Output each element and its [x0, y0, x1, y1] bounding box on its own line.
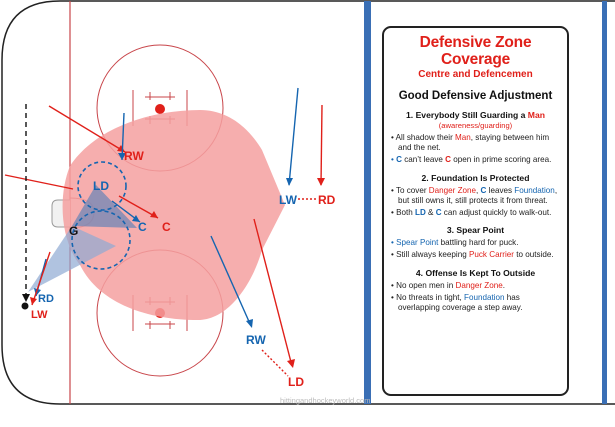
c-coverage-circle — [71, 210, 131, 270]
label-lw-blue: LW — [279, 193, 298, 207]
section-1-bullet-1: • All shadow their Man, staying between … — [391, 133, 560, 153]
section-2-bullet-2: • Both LD & C can adjust quickly to walk… — [391, 208, 560, 218]
bullet-highlight: Foundation — [464, 292, 505, 302]
rw-red-feed — [4, 174, 74, 190]
label-rd-red: RD — [318, 193, 336, 207]
panel-subtitle: Centre and Defencemen — [418, 69, 533, 80]
section-1-title: 1. Everybody Still Guarding a Man — [391, 110, 560, 121]
label-lw-red: LW — [31, 309, 48, 321]
section-3-bullet-1: • Spear Point battling hard for puck. — [391, 238, 560, 248]
bullet-text: leaves — [486, 185, 515, 195]
bullet-text: battling hard for puck. — [438, 238, 519, 248]
bullet-dot: • — [391, 292, 397, 302]
coverage-notes-panel: Defensive Zone Coverage Centre and Defen… — [382, 26, 569, 396]
bullet-text: No threats in tight, — [396, 292, 465, 302]
puck — [21, 302, 29, 310]
panel-heading: Good Defensive Adjustment — [398, 90, 553, 102]
rd-red-arrow — [320, 104, 323, 186]
spear-point-wedge — [72, 185, 137, 228]
bullet-text: Still always keeping — [396, 250, 469, 260]
bullet-highlight: LD — [415, 208, 426, 218]
rink-boards — [1, 0, 615, 405]
label-goalie: G — [69, 224, 78, 238]
section-1-note: (awareness/guarding) — [438, 121, 513, 130]
bullet-text: & — [425, 208, 436, 218]
label-c-red: C — [162, 220, 171, 234]
label-rd-blue: RD — [38, 293, 54, 305]
bullet-text: open in prime scoring area. — [451, 155, 552, 165]
rw-red-arrow — [48, 105, 126, 153]
label-c-blue: C — [138, 220, 147, 234]
lw-red-arrow — [31, 251, 51, 306]
section-4-bullet-1: • No open men in Danger Zone. — [391, 281, 560, 291]
section-1-bullet-2: • C can’t leave C open in prime scoring … — [391, 155, 560, 165]
bullet-highlight: Danger Zone — [428, 185, 477, 195]
bullet-text: can adjust quickly to walk-out. — [441, 208, 552, 218]
section-2-title: 2. Foundation Is Protected — [421, 172, 530, 183]
bullet-text: All shadow their — [395, 133, 456, 142]
bullet-text: Both — [396, 208, 415, 218]
section-4-bullet-2: • No threats in tight, Foundation has ov… — [391, 293, 560, 313]
section-4-title: 4. Offense Is Kept To Outside — [415, 267, 536, 278]
bullet-dot: • — [391, 280, 397, 290]
bullet-text: can’t leave — [401, 155, 446, 165]
ld-coverage-circle — [77, 161, 127, 211]
bullet-text: . — [502, 280, 505, 290]
bullet-text: , — [476, 185, 481, 195]
bullet-highlight: C — [480, 185, 487, 195]
bullet-highlight: Spear Point — [396, 238, 439, 248]
label-ld-red: LD — [288, 375, 304, 389]
bullet-dot: • — [391, 238, 397, 248]
section-1-text: 1. Everybody Still Guarding a — [406, 110, 528, 120]
ld-red-arrow — [253, 218, 293, 367]
bullet-highlight: Danger Zone — [455, 280, 503, 290]
bullet-highlight: C — [445, 155, 452, 165]
section-1-man: Man — [527, 110, 545, 120]
label-ld-blue: LD — [93, 179, 109, 193]
c-red-arrow — [118, 195, 159, 219]
bullet-highlight: C — [435, 208, 442, 218]
bullet-text: has overlapping coverage a step away. — [398, 292, 523, 313]
bullet-dot: • — [391, 155, 397, 165]
danger-zone — [62, 110, 285, 320]
bullet-text: To cover — [395, 185, 429, 195]
section-3-title: 3. Spear Point — [446, 225, 505, 236]
bullet-text: , staying between him and the net. — [398, 133, 550, 153]
rw-ld-link — [261, 349, 289, 377]
rw-blue-arrow — [210, 235, 252, 327]
bullet-text: , but still owns it, still protects it f… — [398, 185, 558, 205]
bullet-highlight: Foundation — [514, 185, 555, 195]
bullet-text: to outside. — [513, 250, 554, 260]
bullet-dot: • — [391, 208, 397, 218]
ld-blue-arrow — [121, 112, 125, 161]
lw-blue-arrow — [288, 87, 299, 186]
bullet-highlight: C — [396, 155, 402, 165]
panel-title: Defensive Zone Coverage — [419, 34, 532, 68]
center-blue-line — [602, 1, 607, 404]
faceoff-dot-top — [155, 104, 165, 114]
bullet-highlight: Puck Carrier — [468, 250, 514, 260]
watermark: hittingandhockeyworld.com — [280, 396, 371, 405]
bullet-text: No open men in — [396, 280, 456, 290]
spear-point-lower — [28, 226, 116, 292]
bullet-dot: • — [391, 133, 396, 142]
bullet-highlight: Man — [455, 133, 471, 142]
bullet-dot: • — [391, 250, 397, 260]
bullet-dot: • — [391, 185, 396, 195]
label-rw-red: RW — [124, 149, 144, 163]
label-rw-blue: RW — [246, 333, 266, 347]
section-3-bullet-2: • Still always keeping Puck Carrier to o… — [391, 250, 560, 260]
section-2-bullet-1: • To cover Danger Zone, C leaves Foundat… — [391, 186, 560, 206]
blue-line — [364, 1, 371, 404]
